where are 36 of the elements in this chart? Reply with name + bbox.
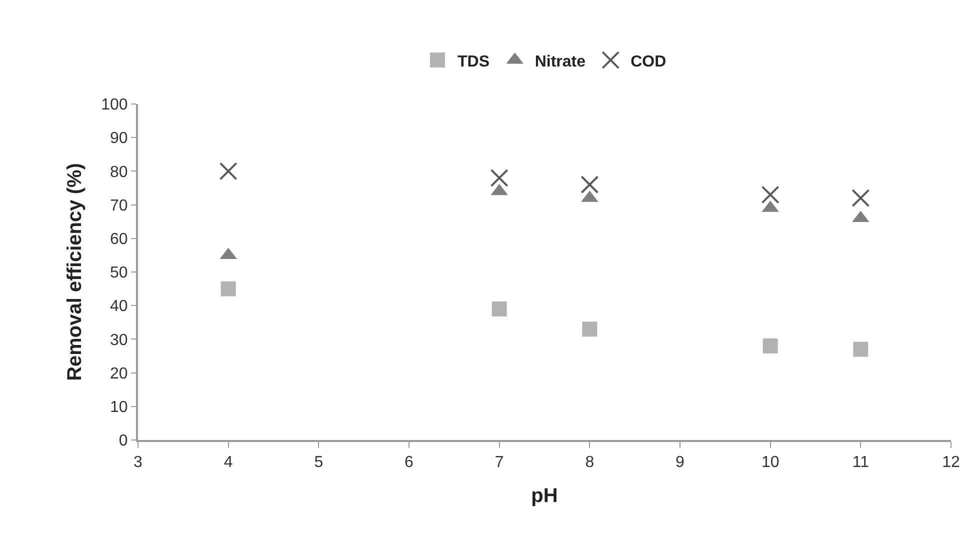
- y-tick-label: 30: [110, 332, 128, 349]
- y-tick-label: 40: [110, 298, 128, 316]
- y-axis-title: Removal efficiency (%): [64, 163, 86, 381]
- y-tick-label: 90: [110, 130, 128, 148]
- y-tick-label: 50: [110, 264, 128, 282]
- point: [582, 322, 598, 337]
- point: [490, 168, 508, 187]
- x-axis-title: pH: [531, 485, 558, 508]
- legend-label: COD: [630, 53, 666, 70]
- point: [762, 338, 778, 354]
- point: [761, 186, 780, 204]
- legend-label: TDS: [458, 53, 490, 70]
- point: [220, 281, 236, 296]
- x-tick-label: 9: [676, 454, 685, 472]
- x-tick-label: 11: [852, 454, 870, 472]
- x-tick-label: 7: [494, 454, 504, 472]
- legend-label: Nitrate: [534, 53, 586, 70]
- point: [580, 176, 599, 194]
- x-tick-label: 10: [761, 454, 780, 472]
- point: [492, 301, 507, 316]
- y-tick-label: 10: [110, 399, 128, 416]
- y-tick-label: 0: [118, 432, 128, 450]
- point: [852, 189, 870, 208]
- point: [219, 162, 238, 180]
- x-tick-label: 5: [314, 454, 324, 472]
- x-tick-label: 3: [134, 454, 143, 472]
- x-tick-label: 12: [942, 454, 960, 472]
- x-tick-label: 4: [224, 454, 233, 472]
- y-tick-label: 60: [110, 231, 128, 248]
- y-tick-label: 80: [110, 164, 128, 181]
- x-tick-label: 6: [404, 454, 414, 472]
- y-tick-label: 20: [110, 365, 128, 382]
- point: [853, 342, 868, 357]
- x-tick-label: 8: [585, 454, 594, 472]
- y-tick-label: 70: [110, 197, 128, 214]
- y-tick-label: 100: [101, 96, 128, 114]
